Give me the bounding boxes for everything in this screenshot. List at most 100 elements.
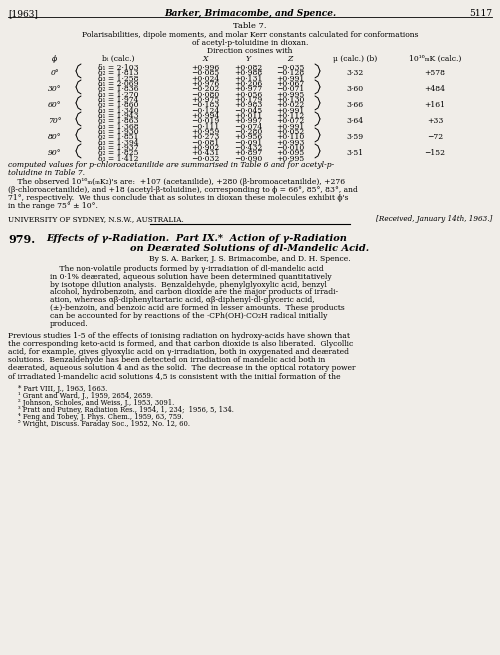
Text: +0·995: +0·995: [276, 90, 304, 99]
Text: δ₂ = 1·860: δ₂ = 1·860: [98, 102, 138, 109]
Text: −72: −72: [427, 134, 443, 141]
Text: −0·081: −0·081: [191, 139, 219, 147]
Text: −0·085: −0·085: [191, 69, 219, 77]
Text: +0·095: +0·095: [276, 149, 304, 157]
Text: by isotope dilution analysis.  Benzaldehyde, phenylglyoxylic acid, benzyl: by isotope dilution analysis. Benzaldehy…: [50, 280, 327, 289]
Text: The observed 10¹⁶ₘ(ₘK₂)'s are:  +107 (acetanilide), +280 (β-bromoacetanilide), +: The observed 10¹⁶ₘ(ₘK₂)'s are: +107 (ace…: [8, 178, 345, 186]
Text: +484: +484: [424, 85, 446, 93]
Text: δ₁ = 1·937: δ₁ = 1·937: [98, 144, 138, 152]
Text: 90°: 90°: [48, 149, 62, 157]
Text: Direction cosines with: Direction cosines with: [208, 47, 293, 55]
Text: −0·091: −0·091: [234, 139, 262, 147]
Text: −0·090: −0·090: [234, 155, 262, 162]
Text: the corresponding keto-acid is formed, and that carbon dioxide is also liberated: the corresponding keto-acid is formed, a…: [8, 341, 353, 348]
Text: +0·110: +0·110: [276, 134, 304, 141]
Text: +0·897: +0·897: [234, 149, 262, 157]
Text: Z: Z: [288, 55, 292, 63]
Text: δ₁ = 1·974: δ₁ = 1·974: [98, 96, 138, 104]
Text: −0·202: −0·202: [191, 85, 219, 93]
Text: δ₂ = 1·863: δ₂ = 1·863: [98, 117, 138, 125]
Text: (±)-benzoin, and benzoic acid are formed in lesser amounts.  These products: (±)-benzoin, and benzoic acid are formed…: [50, 304, 345, 312]
Text: −0·280: −0·280: [234, 128, 262, 136]
Text: Effects of γ-Radiation.  Part IX.*  Action of γ-Radiation: Effects of γ-Radiation. Part IX.* Action…: [46, 234, 347, 243]
Text: δ₃ = 1·394: δ₃ = 1·394: [98, 139, 138, 147]
Text: +0·983: +0·983: [234, 102, 262, 109]
Text: +0·991: +0·991: [276, 122, 304, 130]
Text: The non-volatile products formed by γ-irradiation of dl-mandelic acid: The non-volatile products formed by γ-ir…: [50, 265, 324, 273]
Text: +0·431: +0·431: [191, 149, 219, 157]
Text: UNIVERSITY OF SYDNEY, N.S.W., AUSTRALIA.: UNIVERSITY OF SYDNEY, N.S.W., AUSTRALIA.: [8, 215, 184, 223]
Text: Polarisabilities, dipole moments, and molar Kerr constants calculated for confor: Polarisabilities, dipole moments, and mo…: [82, 31, 418, 39]
Text: ² Johnson, Scholes, and Weiss, J., 1953, 3091.: ² Johnson, Scholes, and Weiss, J., 1953,…: [18, 400, 174, 407]
Text: +0·131: +0·131: [234, 75, 262, 83]
Text: +0·996: +0·996: [191, 64, 219, 72]
Text: 71°, respectively.  We thus conclude that as solutes in dioxan these molecules e: 71°, respectively. We thus conclude that…: [8, 194, 348, 202]
Text: ³ Pratt and Putney, Radiation Res., 1954, 1, 234;  1956, 5, 134.: ³ Pratt and Putney, Radiation Res., 1954…: [18, 406, 234, 415]
Text: ϕ: ϕ: [52, 55, 58, 63]
Text: +0·206: +0·206: [234, 80, 262, 88]
Text: +0·024: +0·024: [191, 75, 219, 83]
Text: 3·60: 3·60: [346, 85, 364, 93]
Text: +0·976: +0·976: [191, 80, 219, 88]
Text: δ₃ = 1·368: δ₃ = 1·368: [98, 122, 138, 130]
Text: 0°: 0°: [50, 69, 59, 77]
Text: ¹ Grant and Ward, J., 1959, 2654, 2659.: ¹ Grant and Ward, J., 1959, 2654, 2659.: [18, 392, 153, 400]
Text: δ₃ = 1·258: δ₃ = 1·258: [98, 75, 138, 83]
Text: δ₂ = 1·836: δ₂ = 1·836: [98, 85, 138, 93]
Text: 60°: 60°: [48, 102, 62, 109]
Text: (β-chloroacetanilide), and +18 (acetyl-β-toluidine), corresponding to ϕ = 66°, 8: (β-chloroacetanilide), and +18 (acetyl-β…: [8, 186, 358, 194]
Text: +0·993: +0·993: [276, 139, 304, 147]
Text: +0·994: +0·994: [191, 112, 219, 120]
Text: +0·056: +0·056: [234, 90, 262, 99]
Text: 30°: 30°: [48, 85, 62, 93]
Text: δ₃ = 1·340: δ₃ = 1·340: [98, 107, 138, 115]
Text: 10¹⁶ₘK (calc.): 10¹⁶ₘK (calc.): [409, 55, 461, 63]
Text: −0·128: −0·128: [276, 69, 304, 77]
Text: 3·64: 3·64: [346, 117, 364, 125]
Text: δ₂ = 1·851: δ₂ = 1·851: [98, 134, 138, 141]
Text: Y: Y: [246, 55, 250, 63]
Text: δ₁ = 2·069: δ₁ = 2·069: [98, 80, 138, 88]
Text: of acetyl-p-toluidine in dioxan.: of acetyl-p-toluidine in dioxan.: [192, 39, 308, 47]
Text: δ₂ = 1·825: δ₂ = 1·825: [98, 149, 138, 157]
Text: +0·011: +0·011: [234, 112, 262, 120]
Text: 3·59: 3·59: [346, 134, 364, 141]
Text: −0·074: −0·074: [234, 122, 262, 130]
Text: −0·124: −0·124: [191, 107, 219, 115]
Text: +0·082: +0·082: [234, 64, 262, 72]
Text: [1963]: [1963]: [8, 9, 38, 18]
Text: bᵢ (calc.): bᵢ (calc.): [102, 55, 134, 63]
Text: By S. A. Barker, J. S. Brimacombe, and D. H. Spence.: By S. A. Barker, J. S. Brimacombe, and D…: [149, 255, 351, 263]
Text: 70°: 70°: [48, 117, 62, 125]
Text: +0·067: +0·067: [276, 80, 304, 88]
Text: on Deærated Solutions of dl-Mandelic Acid.: on Deærated Solutions of dl-Mandelic Aci…: [130, 244, 370, 253]
Text: −0·111: −0·111: [191, 122, 219, 130]
Text: Previous studies 1-5 of the effects of ionising radiation on hydroxy-acids have : Previous studies 1-5 of the effects of i…: [8, 332, 350, 341]
Text: 3·32: 3·32: [346, 69, 364, 77]
Text: in the range 75° ± 10°.: in the range 75° ± 10°.: [8, 202, 98, 210]
Text: * Part VIII, J., 1963, 1663.: * Part VIII, J., 1963, 1663.: [18, 385, 107, 394]
Text: +0·072: +0·072: [276, 117, 304, 125]
Text: +0·902: +0·902: [191, 144, 219, 152]
Text: −0·035: −0·035: [276, 64, 304, 72]
Text: ation, whereas αβ-diphenyltartaric acid, αβ-diphenyl-dl-glyceric acid,: ation, whereas αβ-diphenyltartaric acid,…: [50, 296, 314, 304]
Text: +0·130: +0·130: [276, 96, 304, 104]
Text: in 0·1% deærated, aqueous solution have been determined quantitatively: in 0·1% deærated, aqueous solution have …: [50, 272, 332, 281]
Text: 5117: 5117: [469, 9, 492, 18]
Text: 3·51: 3·51: [346, 149, 364, 157]
Text: −152: −152: [424, 149, 446, 157]
Text: +0·977: +0·977: [234, 85, 262, 93]
Text: deærated, aqueous solution 4 and as the solid.  The decrease in the optical rota: deærated, aqueous solution 4 and as the …: [8, 364, 356, 373]
Text: +0·988: +0·988: [234, 69, 262, 77]
Text: +161: +161: [424, 102, 446, 109]
Text: δ₁ = 1·930: δ₁ = 1·930: [98, 128, 138, 136]
Text: +0·991: +0·991: [276, 75, 304, 83]
Text: −0·183: −0·183: [191, 102, 219, 109]
Text: +0·959: +0·959: [191, 128, 219, 136]
Text: +0·112: +0·112: [276, 112, 304, 120]
Text: δ₃ = 1·270: δ₃ = 1·270: [98, 90, 138, 99]
Text: −0·071: −0·071: [276, 85, 304, 93]
Text: ⁴ Feng and Tobey, J. Phys. Chem., 1959, 63, 759.: ⁴ Feng and Tobey, J. Phys. Chem., 1959, …: [18, 413, 184, 421]
Text: of irradiated l-mandelic acid solutions 4,5 is consistent with the initial forma: of irradiated l-mandelic acid solutions …: [8, 373, 340, 381]
Text: +33: +33: [427, 117, 443, 125]
